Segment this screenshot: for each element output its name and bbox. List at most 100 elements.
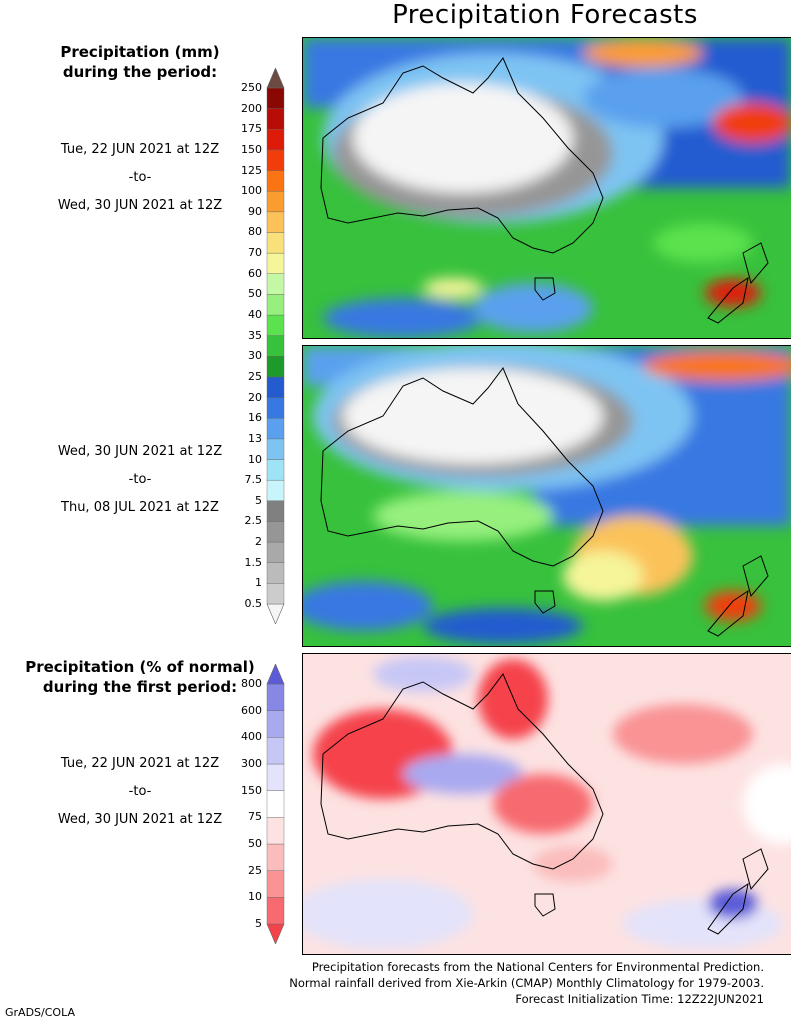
mm-colorbar-tick-label: 0.5 bbox=[244, 597, 263, 610]
pct-colorbar-swatch-6 bbox=[266, 763, 285, 791]
pct-colorbar-swatch-7 bbox=[266, 737, 285, 765]
mm-colorbar-tick-label: 2.5 bbox=[244, 514, 263, 528]
grads-credit: GrADS/COLA bbox=[5, 1006, 75, 1019]
mm-colorbar-swatch-18 bbox=[266, 232, 285, 254]
precip-map-1 bbox=[303, 38, 791, 338]
footer-line-3: Forecast Initialization Time: 12Z22JUN20… bbox=[515, 992, 764, 1006]
pct-colorbar-swatch-0 bbox=[266, 923, 285, 944]
mm-colorbar-tick-label: 35 bbox=[248, 328, 262, 342]
pct-colorbar-swatch-3 bbox=[266, 843, 285, 871]
mm-colorbar-tick-label: 1 bbox=[255, 576, 262, 590]
pct-legend-heading: Precipitation (% of normal) during the f… bbox=[10, 657, 270, 697]
pct-colorbar-swatch-4 bbox=[266, 817, 285, 845]
pct-colorbar-tick-label: 800 bbox=[241, 677, 262, 690]
precip-map-2 bbox=[303, 346, 791, 646]
pct-colorbar-tick-label: 600 bbox=[241, 703, 262, 717]
pct-legend-heading-line1: Precipitation (% of normal) bbox=[25, 658, 255, 676]
mm-colorbar-tick-label: 10 bbox=[248, 452, 262, 466]
pct-colorbar-swatch-2 bbox=[266, 870, 285, 898]
mm-colorbar-tick-label: 90 bbox=[248, 204, 262, 218]
footer-notes: Precipitation forecasts from the Nationa… bbox=[289, 959, 764, 1007]
mm-colorbar-swatch-8 bbox=[266, 438, 285, 460]
pct-colorbar-swatch-5 bbox=[266, 790, 285, 818]
pct-colorbar-tick-label: 50 bbox=[248, 837, 262, 850]
mm-colorbar-swatch-12 bbox=[266, 356, 285, 378]
mm-colorbar-tick-label: 16 bbox=[248, 411, 262, 425]
mm-colorbar-tick-label: 13 bbox=[248, 431, 262, 445]
period-1-sep: -to- bbox=[128, 170, 152, 185]
coastline-tasmania-1 bbox=[534, 277, 556, 301]
mm-colorbar-tick-label: 175 bbox=[241, 122, 262, 136]
coastline-tasmania-2 bbox=[534, 590, 556, 614]
period-2-label: Wed, 30 JUN 2021 at 12Z -to- Thu, 08 JUL… bbox=[30, 444, 250, 515]
mm-colorbar-swatch-5 bbox=[266, 500, 285, 522]
footer-line-2: Normal rainfall derived from Xie-Arkin (… bbox=[289, 976, 764, 990]
pct-colorbar-swatch-9 bbox=[266, 683, 285, 711]
mm-colorbar-swatch-25 bbox=[266, 87, 285, 109]
pct-colorbar-tick-label: 75 bbox=[248, 810, 262, 824]
pct-colorbar-tick-label: 5 bbox=[255, 917, 262, 930]
period-1-start: Tue, 22 JUN 2021 at 12Z bbox=[60, 142, 220, 157]
mm-colorbar-swatch-14 bbox=[266, 314, 285, 336]
mm-colorbar-tick-label: 5 bbox=[255, 493, 262, 507]
mm-colorbar bbox=[266, 68, 285, 624]
mm-colorbar-tick-label: 60 bbox=[248, 266, 262, 280]
pct-colorbar-tick-label: 300 bbox=[241, 757, 262, 770]
mm-colorbar-tick-label: 50 bbox=[248, 287, 262, 301]
coastline-australia-2 bbox=[320, 367, 604, 567]
mm-colorbar-swatch-23 bbox=[266, 129, 285, 151]
pct-colorbar-tick-label: 150 bbox=[241, 783, 262, 797]
pct-colorbar-swatch-10 bbox=[266, 664, 285, 685]
page-title: Precipitation Forecasts bbox=[392, 0, 698, 30]
pct-legend-heading-line2: during the first period: bbox=[42, 678, 238, 696]
mm-colorbar-swatch-9 bbox=[266, 418, 285, 440]
map-panel-3 bbox=[302, 653, 791, 955]
mm-colorbar-tick-label: 25 bbox=[248, 369, 262, 383]
coastline-newzealand-2 bbox=[707, 555, 769, 637]
mm-legend-heading-line1: Precipitation (mm) bbox=[60, 43, 220, 61]
mm-colorbar-tick-label: 150 bbox=[241, 142, 262, 156]
map-panel-2 bbox=[302, 345, 791, 647]
coastline-tasmania-3 bbox=[534, 893, 556, 917]
mm-colorbar-swatch-6 bbox=[266, 479, 285, 502]
mm-colorbar-swatch-16 bbox=[266, 273, 285, 295]
footer-line-1: Precipitation forecasts from the Nationa… bbox=[311, 960, 764, 974]
mm-colorbar-swatch-1 bbox=[266, 583, 285, 605]
mm-colorbar-swatch-21 bbox=[266, 170, 285, 192]
mm-colorbar-swatch-10 bbox=[266, 397, 285, 419]
pct-colorbar-tick-label: 10 bbox=[248, 890, 262, 904]
period-3-sep: -to- bbox=[128, 784, 152, 799]
mm-colorbar-swatch-24 bbox=[266, 108, 285, 130]
period-1-label: Tue, 22 JUN 2021 at 12Z -to- Wed, 30 JUN… bbox=[30, 142, 250, 213]
period-3-label: Tue, 22 JUN 2021 at 12Z -to- Wed, 30 JUN… bbox=[30, 756, 250, 827]
period-3-start: Tue, 22 JUN 2021 at 12Z bbox=[60, 756, 220, 771]
mm-colorbar-tick-label: 1.5 bbox=[244, 555, 263, 569]
mm-colorbar-tick-label: 30 bbox=[248, 349, 262, 363]
coastline-newzealand-1 bbox=[707, 242, 769, 324]
mm-colorbar-swatch-17 bbox=[266, 252, 285, 274]
mm-colorbar-tick-label: 125 bbox=[241, 163, 262, 177]
mm-colorbar-tick-label: 80 bbox=[248, 225, 262, 239]
mm-colorbar-swatch-0 bbox=[266, 603, 285, 624]
mm-colorbar-swatch-11 bbox=[266, 376, 285, 398]
coastline-newzealand-3 bbox=[707, 848, 769, 935]
period-2-sep: -to- bbox=[128, 472, 152, 487]
mm-colorbar-tick-label: 70 bbox=[248, 246, 262, 260]
pct-colorbar-tick-label: 400 bbox=[241, 730, 262, 744]
mm-colorbar-swatch-26 bbox=[266, 68, 285, 89]
period-1-end: Wed, 30 JUN 2021 at 12Z bbox=[57, 198, 223, 213]
period-2-start: Wed, 30 JUN 2021 at 12Z bbox=[57, 444, 223, 459]
mm-colorbar-tick-label: 7.5 bbox=[244, 473, 263, 487]
mm-colorbar-swatch-22 bbox=[266, 149, 285, 171]
pct-normal-map bbox=[303, 654, 791, 954]
period-3-end: Wed, 30 JUN 2021 at 12Z bbox=[57, 812, 223, 827]
mm-colorbar-swatch-4 bbox=[266, 521, 285, 543]
coastline-australia-3 bbox=[320, 673, 604, 870]
mm-colorbar-tick-label: 20 bbox=[248, 390, 262, 404]
mm-colorbar-swatch-2 bbox=[266, 562, 285, 584]
mm-colorbar-tick-label: 100 bbox=[241, 184, 262, 198]
pct-colorbar-tick-label: 25 bbox=[248, 863, 262, 877]
mm-colorbar-swatch-7 bbox=[266, 459, 285, 481]
map-panel-1 bbox=[302, 37, 791, 339]
mm-legend-heading-line2: during the period: bbox=[62, 63, 218, 81]
